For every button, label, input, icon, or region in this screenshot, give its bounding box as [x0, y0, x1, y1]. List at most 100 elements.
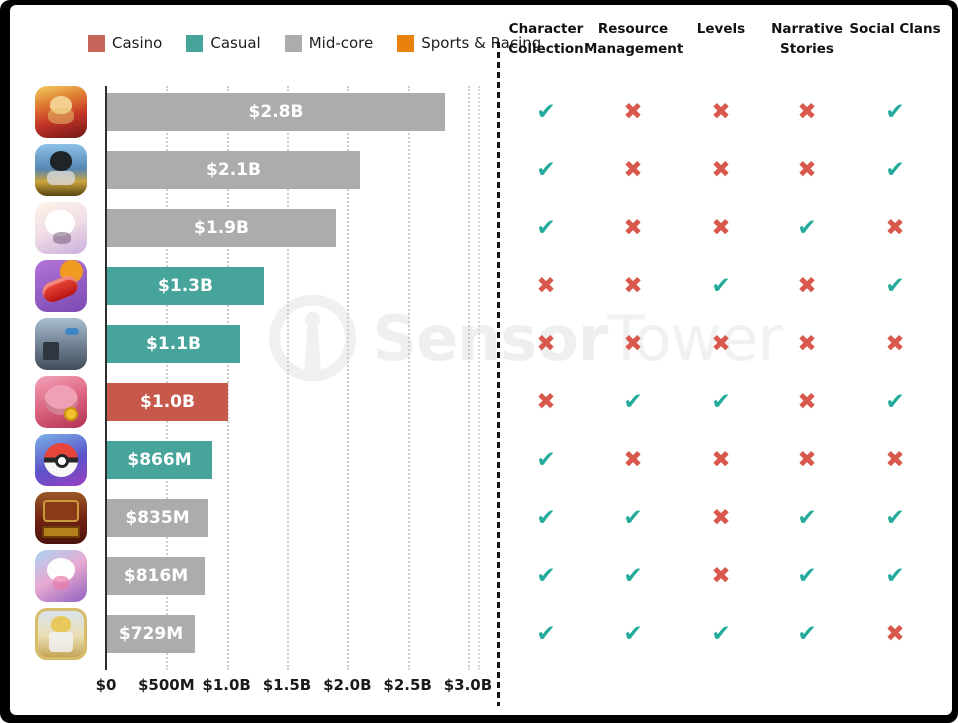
revenue-value-label: $729M [118, 624, 184, 644]
coin-master-icon [35, 376, 87, 428]
check-icon: ✔ [536, 563, 556, 589]
check-icon: ✔ [536, 99, 556, 125]
check-icon: ✔ [536, 157, 556, 183]
revenue-value-label: $816M [123, 566, 189, 586]
legend-swatch [284, 34, 302, 52]
y-axis-line [105, 86, 107, 670]
sensortower-watermark-text: SensorTower [372, 301, 783, 375]
revenue-bar: $1.3B [107, 267, 264, 305]
game-row: $866M ✔ ✖ ✖ ✖ ✖ [0, 434, 958, 486]
cross-icon: ✖ [885, 215, 905, 241]
honor-of-kings-icon [35, 86, 87, 138]
cross-icon: ✖ [797, 273, 817, 299]
revenue-bar: $1.0B [107, 383, 228, 421]
cross-icon: ✖ [711, 331, 731, 357]
cross-icon: ✖ [711, 505, 731, 531]
game-row: $1.1B ✖ ✖ ✖ ✖ ✖ [0, 318, 958, 370]
legend-swatch [397, 34, 415, 52]
legend-item: Casino [88, 34, 162, 52]
feature-column-header: Character Collection [508, 21, 584, 57]
cross-icon: ✖ [711, 447, 731, 473]
cross-icon: ✖ [623, 447, 643, 473]
gridline [347, 86, 350, 670]
game-row: $835M ✔ ✔ ✖ ✔ ✔ [0, 492, 958, 544]
cross-icon: ✖ [711, 563, 731, 589]
check-icon: ✔ [536, 447, 556, 473]
check-icon: ✔ [885, 563, 905, 589]
legend-label: Casino [112, 34, 163, 52]
cross-icon: ✖ [623, 99, 643, 125]
cross-icon: ✖ [797, 99, 817, 125]
cross-icon: ✖ [885, 331, 905, 357]
check-icon: ✔ [797, 563, 817, 589]
cross-icon: ✖ [623, 331, 643, 357]
legend: Casino Casual Mid-core Sports & Racing [88, 34, 541, 52]
uma-musume-icon [35, 550, 87, 602]
cross-icon: ✖ [797, 331, 817, 357]
game-row: $2.1B ✔ ✖ ✖ ✖ ✔ [0, 144, 958, 196]
game-row: $816M ✔ ✔ ✖ ✔ ✔ [0, 550, 958, 602]
x-tick-label: $1.5B [262, 676, 312, 694]
legend-label: Casual [210, 34, 261, 52]
check-icon: ✔ [885, 505, 905, 531]
cross-icon: ✖ [623, 215, 643, 241]
game-row: $729M ✔ ✔ ✔ ✔ ✖ [0, 608, 958, 660]
candy-crush-saga-icon [35, 260, 87, 312]
cross-icon: ✖ [797, 389, 817, 415]
gridline [407, 86, 410, 670]
revenue-bar: $1.1B [107, 325, 240, 363]
check-icon: ✔ [623, 505, 643, 531]
x-tick-label: $3.0B [443, 676, 493, 694]
revenue-value-label: $866M [127, 450, 192, 470]
genshin-impact-icon [35, 202, 87, 254]
cross-icon: ✖ [711, 99, 731, 125]
dashed-separator [497, 42, 500, 706]
check-icon: ✔ [536, 215, 556, 241]
check-icon: ✔ [885, 389, 905, 415]
revenue-bar: $835M [107, 499, 208, 537]
legend-swatch [186, 34, 204, 52]
x-tick-label: $500M [137, 676, 195, 694]
revenue-value-label: $2.1B [206, 160, 261, 180]
check-icon: ✔ [536, 621, 556, 647]
feature-column-header: Social Clans [849, 21, 941, 37]
x-tick-label: $2.0B [323, 676, 372, 694]
cross-icon: ✖ [797, 157, 817, 183]
watermark-brand-bold: Sensor [372, 301, 608, 375]
revenue-bar: $2.1B [107, 151, 360, 189]
revenue-value-label: $1.9B [194, 218, 249, 238]
gridline [286, 86, 289, 670]
cross-icon: ✖ [711, 157, 731, 183]
cross-icon: ✖ [797, 447, 817, 473]
check-icon: ✔ [623, 563, 643, 589]
check-icon: ✔ [885, 273, 905, 299]
revenue-value-label: $2.8B [248, 102, 304, 122]
sensortower-watermark: SensorTower [262, 288, 783, 388]
cross-icon: ✖ [711, 215, 731, 241]
plot-boundary-gridline [478, 86, 480, 670]
revenue-value-label: $1.1B [146, 334, 201, 354]
check-icon: ✔ [885, 99, 905, 125]
legend-item: Sports & Racing [397, 34, 541, 52]
three-kingdoms-tactics-icon [35, 492, 87, 544]
cross-icon: ✖ [885, 447, 905, 473]
cross-icon: ✖ [623, 273, 643, 299]
legend-item: Mid-core [284, 34, 374, 52]
legend-label: Mid-core [308, 34, 374, 52]
feature-column-header: Levels [696, 21, 746, 37]
fate-grand-order-icon [35, 608, 87, 660]
revenue-value-label: $1.0B [140, 392, 195, 412]
pubg-mobile-icon [35, 144, 87, 196]
pokemon-go-icon [35, 434, 87, 486]
feature-column-header: Narrative Stories [771, 21, 843, 57]
revenue-bar: $816M [107, 557, 205, 595]
revenue-value-label: $835M [125, 508, 190, 528]
gridline [166, 86, 169, 670]
check-icon: ✔ [711, 273, 731, 299]
revenue-bar: $729M [107, 615, 195, 653]
revenue-bar: $2.8B [107, 93, 445, 131]
cross-icon: ✖ [623, 157, 643, 183]
legend-label: Sports & Racing [421, 34, 542, 52]
gridline [467, 86, 470, 670]
check-icon: ✔ [623, 621, 643, 647]
